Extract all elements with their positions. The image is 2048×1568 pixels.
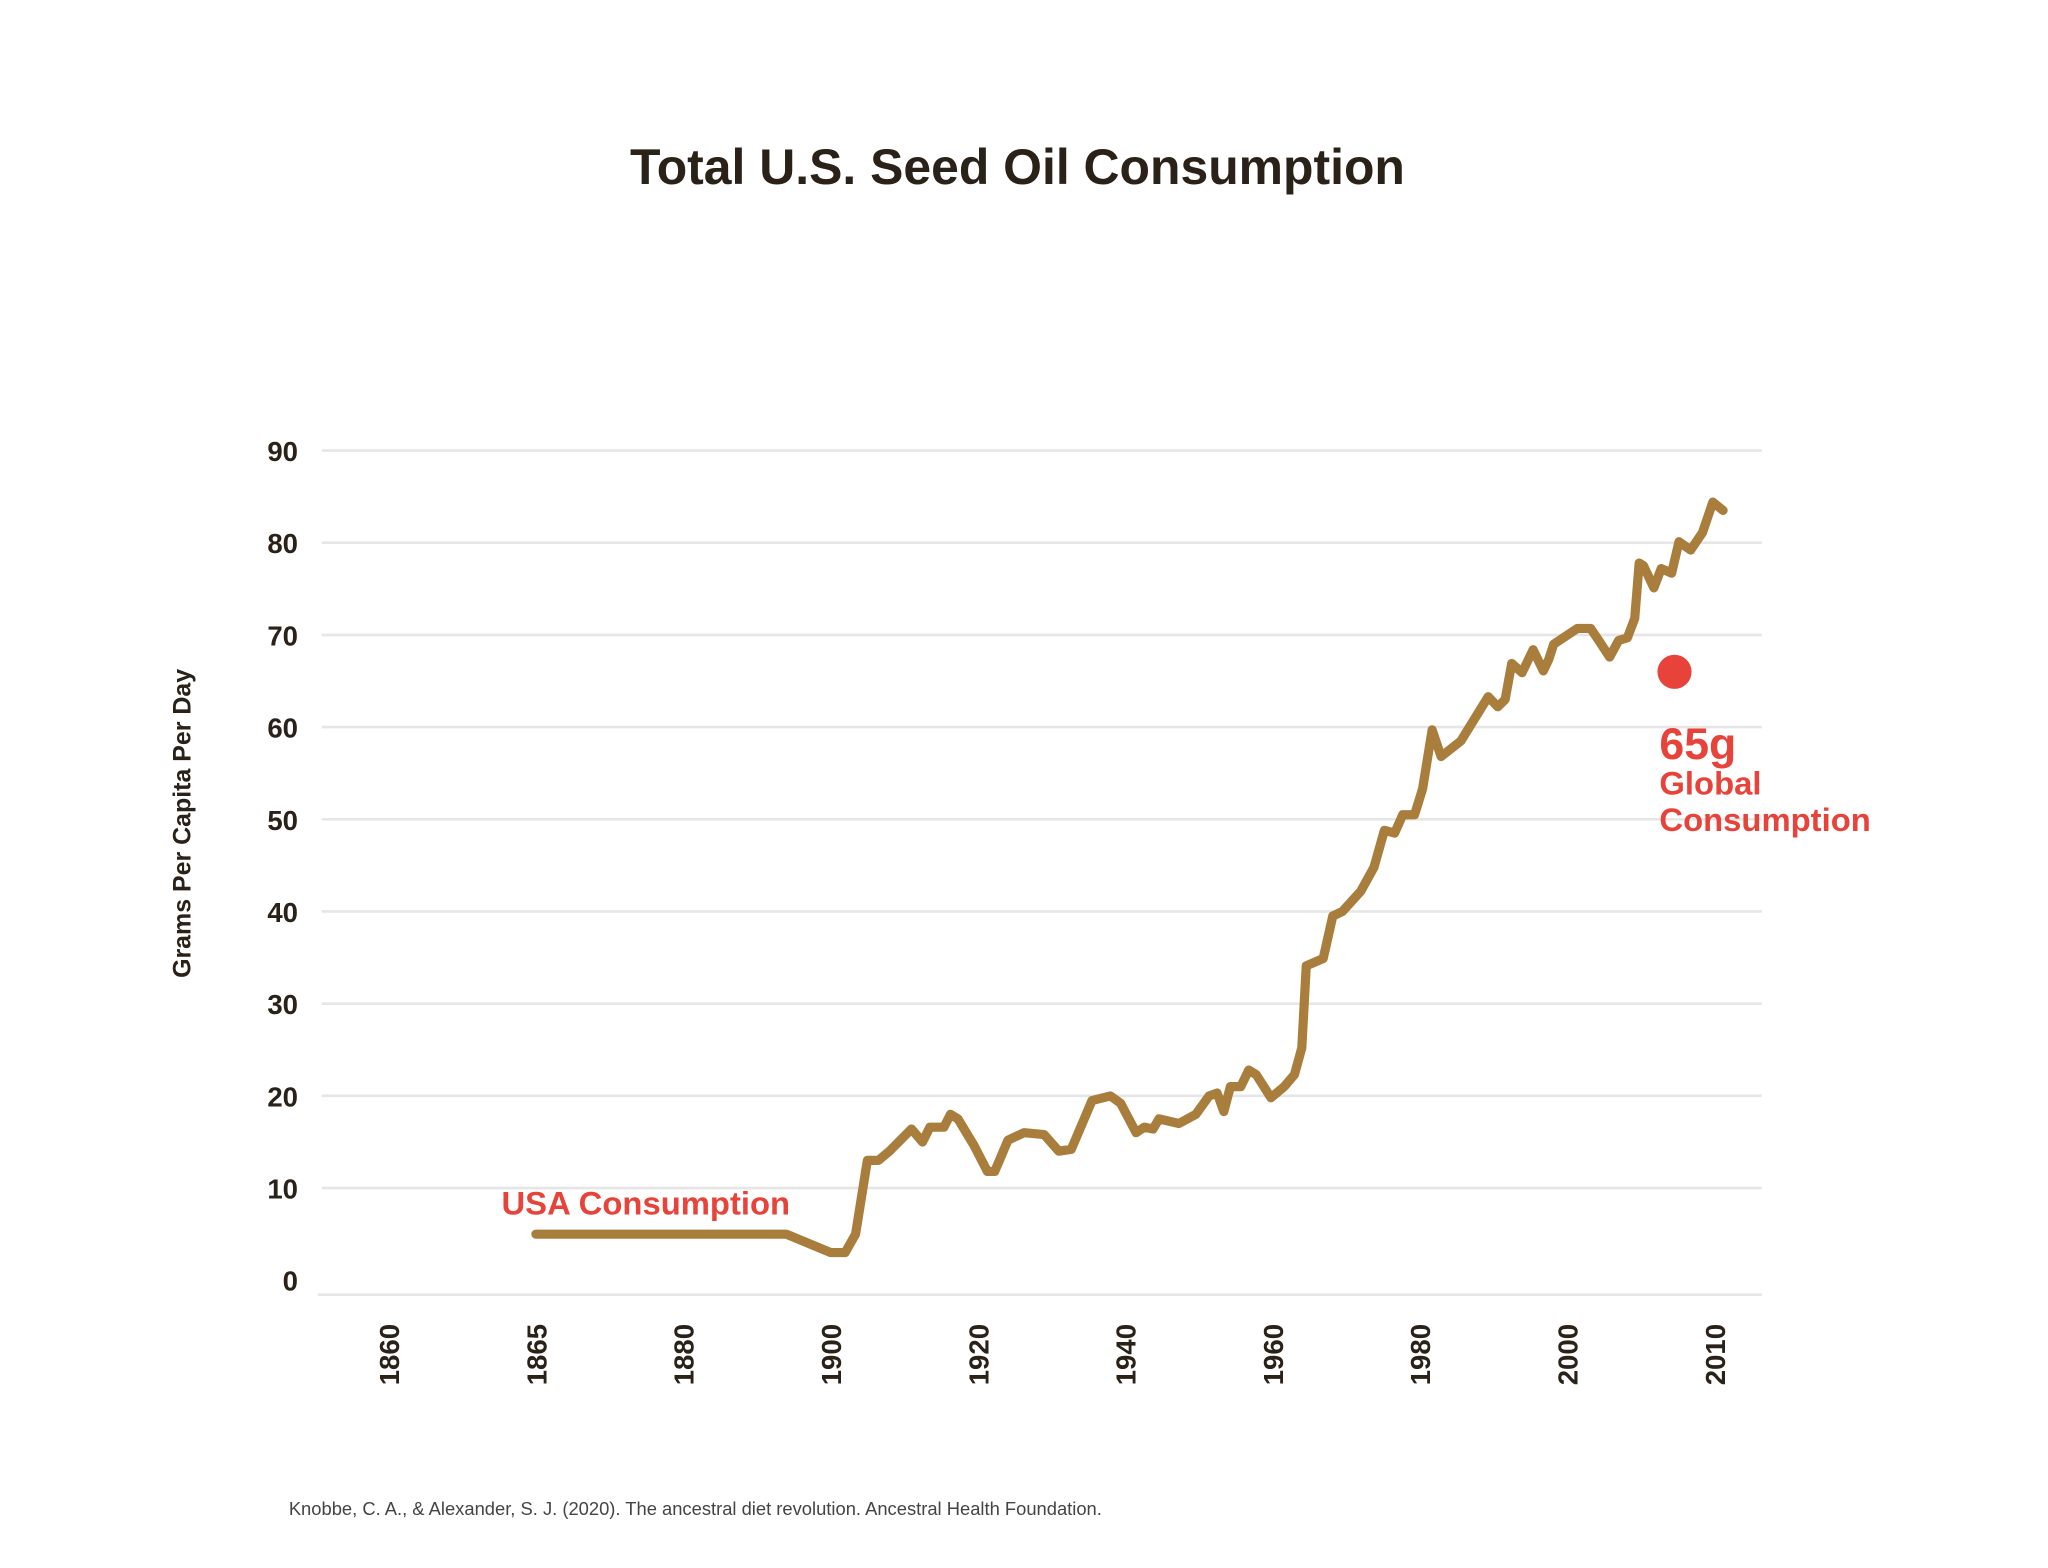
y-tick-label: 20 xyxy=(267,1081,298,1112)
y-tick-label: 0 xyxy=(283,1266,298,1297)
global-value-label: 65g xyxy=(1659,720,1736,769)
y-tick-label: 60 xyxy=(267,713,298,744)
x-tick-label: 1860 xyxy=(374,1324,405,1385)
usa-consumption-label: USA Consumption xyxy=(501,1185,790,1222)
y-tick-label: 10 xyxy=(267,1174,298,1205)
x-tick-label: 1940 xyxy=(1111,1324,1142,1385)
citation: Knobbe, C. A., & Alexander, S. J. (2020)… xyxy=(289,1498,1102,1519)
x-tick-label: 1920 xyxy=(963,1324,994,1385)
y-tick-label: 30 xyxy=(267,989,298,1020)
gridlines xyxy=(317,449,1762,1296)
chart-title: Total U.S. Seed Oil Consumption xyxy=(630,139,1405,195)
global-consumption-point xyxy=(1657,654,1692,689)
y-tick-label: 90 xyxy=(267,436,298,467)
global-label-line1: Global xyxy=(1659,765,1761,802)
x-tick-label: 2010 xyxy=(1700,1324,1731,1385)
x-tick-label: 1980 xyxy=(1405,1324,1436,1385)
y-tick-label: 80 xyxy=(267,528,298,559)
x-tick-label: 1900 xyxy=(816,1324,847,1385)
y-axis-label: Grams Per Capita Per Day xyxy=(168,669,196,978)
y-tick-label: 50 xyxy=(267,805,298,836)
x-tick-label: 1880 xyxy=(669,1324,700,1385)
x-axis-ticks: 1860 1865 1880 1900 1920 1940 1960 1980 2000 2010 xyxy=(374,1324,1731,1385)
y-tick-label: 70 xyxy=(267,620,298,651)
global-label-line2: Consumption xyxy=(1659,801,1870,838)
x-tick-label: 1865 xyxy=(521,1324,552,1385)
series-line-usa xyxy=(531,497,1728,1258)
y-axis-ticks: 0 10 20 30 40 50 60 70 80 90 xyxy=(267,436,298,1297)
x-tick-label: 2000 xyxy=(1552,1324,1583,1385)
x-tick-label: 1960 xyxy=(1258,1324,1289,1385)
y-tick-label: 40 xyxy=(267,897,298,928)
